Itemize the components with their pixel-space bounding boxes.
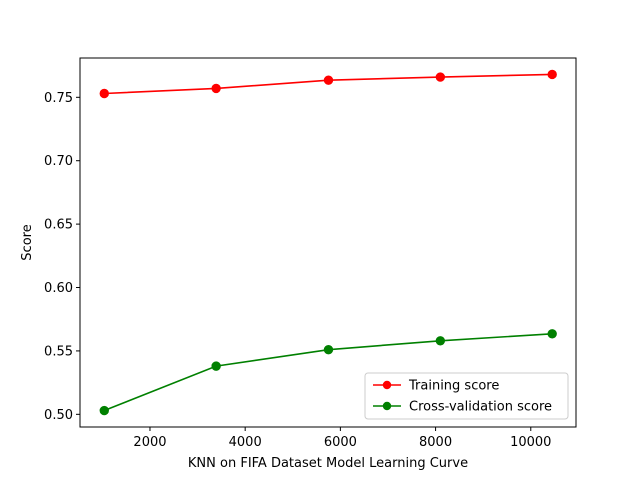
- cross-validation-score-point: [547, 329, 557, 339]
- y-tick-label: 0.50: [44, 408, 73, 423]
- y-axis: 0.50 0.55 0.60 0.65 0.70 0.75: [44, 91, 80, 423]
- legend-training-score-marker: [382, 380, 392, 390]
- cross-validation-score-point: [99, 405, 109, 416]
- y-axis-label: Score: [20, 224, 35, 260]
- legend-training-score-label: Training score: [408, 379, 499, 394]
- training-score-point: [435, 72, 446, 82]
- legend-cross-validation-score-marker: [382, 401, 392, 411]
- y-tick-label: 0.55: [44, 344, 73, 359]
- series-layer: [99, 69, 557, 416]
- y-tick-label: 0.65: [44, 218, 73, 233]
- x-tick-label: 10000: [510, 435, 551, 450]
- legend-cross-validation-score-label: Cross-validation score: [409, 400, 552, 415]
- x-axis: 2000 4000 6000 8000 10000: [133, 427, 551, 450]
- cross-validation-score-point: [211, 361, 221, 371]
- cross-validation-score-point: [435, 336, 446, 346]
- x-tick-label: 2000: [133, 435, 166, 450]
- training-score-point: [99, 88, 109, 99]
- axes-frame: [79, 57, 577, 428]
- x-axis-label: KNN on FIFA Dataset Model Learning Curve: [188, 456, 468, 471]
- training-score-point: [323, 75, 334, 85]
- training-score-point: [211, 83, 221, 94]
- x-tick-label: 6000: [324, 435, 357, 450]
- y-tick-label: 0.60: [44, 281, 73, 296]
- x-tick-label: 8000: [419, 435, 452, 450]
- y-tick-label: 0.70: [44, 154, 73, 169]
- x-tick-label: 4000: [229, 435, 262, 450]
- y-tick-label: 0.75: [44, 91, 73, 106]
- cross-validation-score-point: [323, 344, 334, 355]
- training-score-point: [547, 69, 557, 80]
- legend: Training score Cross-validation score: [364, 372, 569, 420]
- legend-box: [364, 372, 569, 420]
